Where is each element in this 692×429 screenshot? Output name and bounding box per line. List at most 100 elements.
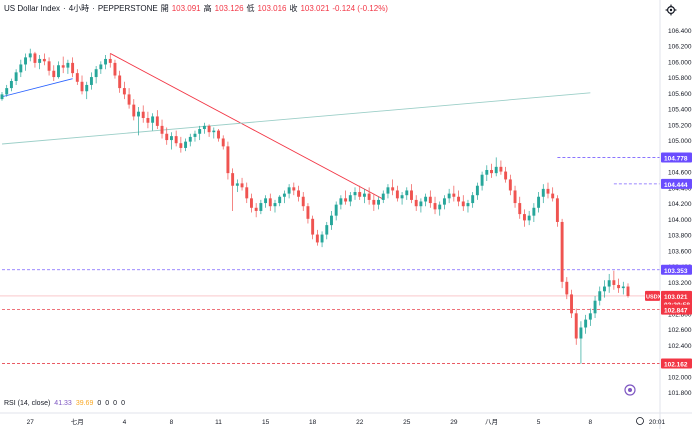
trend-line-1	[1, 78, 73, 98]
candle-body-79	[372, 199, 376, 205]
x-tick-label-8: 25	[403, 419, 411, 426]
x-tick-label-1: 七月	[71, 417, 84, 426]
candle-body-103	[485, 169, 489, 175]
bell-icon	[624, 384, 636, 396]
candle-body-81	[381, 193, 385, 200]
x-tick-label-0: 27	[27, 419, 35, 426]
candle-body-3	[14, 72, 18, 81]
candle-body-5	[24, 57, 27, 65]
price-label-box-3	[661, 290, 692, 301]
x-tick-label-13: 20:01	[649, 419, 666, 426]
candle-body-133	[626, 286, 630, 296]
candle-body-129	[607, 280, 611, 287]
trend-lines	[1, 53, 591, 200]
price-label-box-6	[661, 358, 692, 369]
candle-body-18	[85, 84, 89, 92]
price-label-5: 102.847	[664, 308, 688, 315]
candle-body-49	[231, 173, 235, 186]
candle-body-84	[395, 190, 399, 199]
rsi-indicator-bar[interactable]: RSI (14, close) 41.33 39.69 0 0 0 0	[4, 400, 125, 407]
candle-body-83	[391, 187, 395, 191]
candle-body-127	[598, 291, 602, 301]
candle-body-114	[537, 196, 541, 208]
candle-body-87	[410, 190, 413, 200]
candle-body-132	[621, 286, 625, 289]
candle-body-60	[282, 193, 286, 197]
candle-body-93	[438, 204, 442, 210]
candle-body-15	[71, 62, 75, 74]
candle-body-43	[202, 125, 206, 130]
x-tick-label-7: 22	[356, 419, 364, 426]
candle-body-1	[5, 88, 9, 95]
interval-label[interactable]: 4小時	[68, 4, 90, 13]
candle-body-74	[348, 195, 352, 202]
alert-icon[interactable]	[624, 383, 636, 396]
y-tick-label-12: 104.000	[668, 217, 692, 224]
candle-body-131	[617, 284, 621, 289]
y-tick-label-4: 105.600	[668, 91, 692, 98]
candle-body-109	[513, 190, 517, 204]
rsi-value: 41.33	[54, 400, 72, 407]
gear-icon	[665, 4, 677, 16]
candle-body-68	[320, 234, 324, 243]
y-tick-label-3: 105.800	[668, 75, 692, 82]
x-tick-label-6: 18	[309, 419, 317, 426]
candle-body-42	[198, 129, 202, 134]
candle-body-118	[555, 198, 559, 222]
price-label-0: 104.778	[664, 156, 688, 163]
candle-body-67	[315, 234, 319, 243]
candle-body-126	[593, 300, 597, 314]
high-label: 高	[203, 4, 212, 13]
candle-body-36	[169, 136, 173, 141]
x-tick-label-4: 11	[215, 419, 222, 426]
settings-gear-icon[interactable]	[664, 4, 678, 18]
candle-body-47	[221, 138, 225, 147]
candle-body-53	[249, 198, 253, 208]
trend-line-2	[1, 92, 591, 145]
candle-body-105	[494, 166, 498, 174]
candle-body-22	[104, 58, 108, 65]
symbol-name[interactable]: US Dollar Index	[4, 4, 61, 13]
price-labels: 104.778104.444103.353103.02103:30:58102.…	[645, 152, 692, 369]
candle-body-56	[264, 198, 268, 204]
candle-body-7	[33, 53, 37, 63]
candle-body-117	[551, 193, 555, 199]
candle-body-29	[137, 111, 140, 117]
rsi-extra-0: 0	[97, 400, 102, 407]
candle-body-17	[80, 81, 84, 92]
candle-body-69	[325, 225, 329, 235]
clock-icon	[636, 417, 644, 425]
candle-body-51	[240, 183, 244, 188]
y-tick-label-2: 106.000	[668, 59, 692, 66]
close-label: 收	[289, 4, 298, 13]
candle-body-119	[560, 221, 564, 282]
candle-body-122	[574, 313, 578, 339]
candle-body-35	[165, 133, 169, 141]
y-tick-label-0: 106.400	[668, 28, 692, 35]
candle-body-9	[42, 58, 46, 62]
y-tick-label-11: 104.200	[668, 201, 692, 208]
candle-body-20	[94, 69, 98, 78]
candle-body-101	[475, 185, 479, 196]
candle-body-72	[339, 198, 343, 205]
candle-body-46	[217, 130, 220, 139]
candle-body-124	[584, 319, 588, 328]
candle-body-86	[405, 190, 409, 196]
candle-body-95	[447, 193, 451, 199]
candle-body-70	[330, 215, 333, 226]
candle-body-27	[127, 94, 131, 105]
candle-body-12	[57, 65, 60, 78]
y-tick-label-23: 101.800	[668, 390, 692, 397]
candle-body-55	[259, 203, 263, 211]
price-label-6: 102.162	[664, 362, 688, 369]
candle-body-41	[193, 133, 197, 137]
candle-body-32	[151, 116, 155, 123]
candle-body-28	[132, 104, 136, 117]
price-label-box-0	[661, 152, 692, 163]
candle-body-88	[414, 199, 418, 207]
candle-body-65	[306, 206, 310, 219]
x-tick-label-11: 5	[537, 419, 541, 426]
candle-body-14	[66, 62, 70, 68]
time-axis: 27 七月 4 8 11 15 18 22 25 29 八月 5 8 20:01	[0, 412, 692, 426]
